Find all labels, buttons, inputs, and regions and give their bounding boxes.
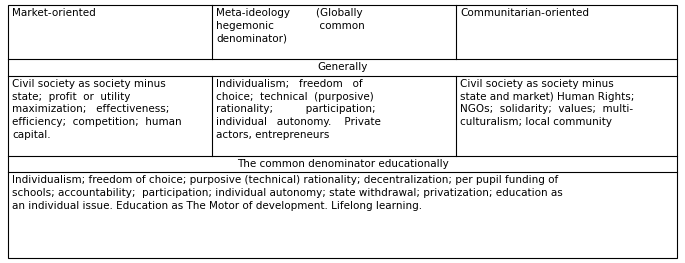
Text: Generally: Generally (317, 63, 368, 73)
Text: The common denominator educationally: The common denominator educationally (236, 159, 449, 169)
Text: Individualism;   freedom   of
choice;  technical  (purposive)
rationality;      : Individualism; freedom of choice; techni… (216, 79, 381, 140)
Text: Meta-ideology        (Globally
hegemonic              common
denominator): Meta-ideology (Globally hegemonic common… (216, 8, 365, 43)
Text: Civil society as society minus
state;  profit  or  utility
maximization;   effec: Civil society as society minus state; pr… (12, 79, 182, 140)
Text: Civil society as society minus
state and market) Human Rights;
NGOs;  solidarity: Civil society as society minus state and… (460, 79, 634, 127)
Text: Market-oriented: Market-oriented (12, 8, 96, 18)
Text: Individualism; freedom of choice; purposive (technical) rationality; decentraliz: Individualism; freedom of choice; purpos… (12, 175, 563, 211)
Text: Communitarian-oriented: Communitarian-oriented (460, 8, 589, 18)
